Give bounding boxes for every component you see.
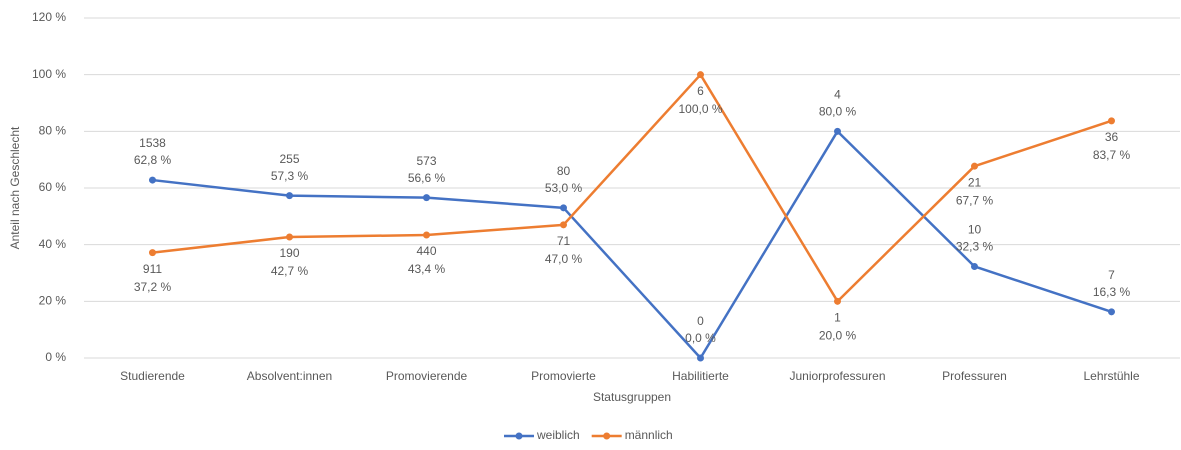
value-label: 47,0 % (545, 252, 583, 266)
x-tick-label: Promovierende (386, 369, 468, 383)
x-tick-label: Absolvent:innen (247, 369, 332, 383)
count-label: 6 (697, 84, 704, 98)
line (152, 130, 1112, 360)
value-label: 56,6 % (408, 171, 446, 185)
point (423, 194, 430, 202)
legend-item: weiblich (504, 428, 580, 442)
point (971, 262, 978, 270)
value-label: 53,0 % (545, 181, 583, 195)
count-label: 36 (1105, 130, 1119, 144)
value-label: 32,3 % (956, 240, 994, 254)
legend-marker (603, 432, 611, 440)
count-label: 21 (968, 175, 982, 189)
y-tick-label: 80 % (39, 124, 67, 138)
point (149, 249, 156, 257)
count-label: 80 (557, 164, 571, 178)
value-label: 80,0 % (819, 105, 857, 119)
y-tick-label: 0 % (45, 350, 66, 364)
point (560, 221, 567, 229)
x-axis-title: Statusgruppen (593, 390, 671, 404)
value-label: 83,7 % (1093, 148, 1131, 162)
value-label: 37,2 % (134, 280, 172, 294)
count-label: 911 (143, 262, 162, 276)
value-label: 20,0 % (819, 329, 857, 343)
value-label: 43,4 % (408, 262, 446, 276)
line (152, 73, 1112, 303)
value-label: 57,3 % (271, 169, 309, 183)
x-tick-label: Juniorprofessuren (789, 369, 885, 383)
value-label: 62,8 % (134, 153, 172, 167)
count-label: 7 (1108, 268, 1115, 282)
count-label: 4 (834, 88, 841, 102)
count-label: 71 (557, 234, 571, 248)
legend-label: männlich (625, 428, 673, 442)
y-tick-label: 20 % (39, 294, 67, 308)
y-tick-label: 120 % (32, 10, 66, 24)
y-tick-label: 40 % (39, 237, 67, 251)
legend-marker (515, 432, 523, 440)
x-tick-label: Promovierte (531, 369, 596, 383)
count-label: 10 (968, 223, 982, 237)
point (560, 204, 567, 212)
y-tick-label: 100 % (32, 67, 66, 81)
y-axis-title: Anteil nach Geschlecht (8, 126, 22, 249)
count-label: 190 (279, 246, 299, 260)
x-tick-label: Studierende (120, 369, 185, 383)
count-label: 1 (834, 311, 841, 325)
point (697, 71, 704, 79)
x-tick-label: Habilitierte (672, 369, 729, 383)
count-label: 1538 (139, 136, 166, 150)
point (286, 192, 293, 200)
legend-item: männlich (591, 428, 673, 442)
value-label: 0,0 % (685, 331, 716, 345)
point (971, 162, 978, 170)
y-tick-label: 60 % (39, 180, 67, 194)
count-label: 573 (416, 154, 436, 168)
value-label: 67,7 % (956, 193, 994, 207)
point (423, 231, 430, 239)
count-label: 255 (279, 152, 299, 166)
point (286, 233, 293, 241)
point (1108, 117, 1115, 125)
point (1108, 308, 1115, 316)
x-tick-label: Lehrstühle (1083, 369, 1139, 383)
value-label: 16,3 % (1093, 285, 1131, 299)
point (697, 354, 704, 362)
legend-label: weiblich (536, 428, 580, 442)
count-label: 0 (697, 314, 704, 328)
value-label: 42,7 % (271, 264, 309, 278)
point (834, 127, 841, 135)
count-label: 440 (416, 244, 436, 258)
value-label: 100,0 % (678, 102, 722, 116)
point (149, 176, 156, 184)
x-tick-label: Professuren (942, 369, 1007, 383)
point (834, 297, 841, 305)
